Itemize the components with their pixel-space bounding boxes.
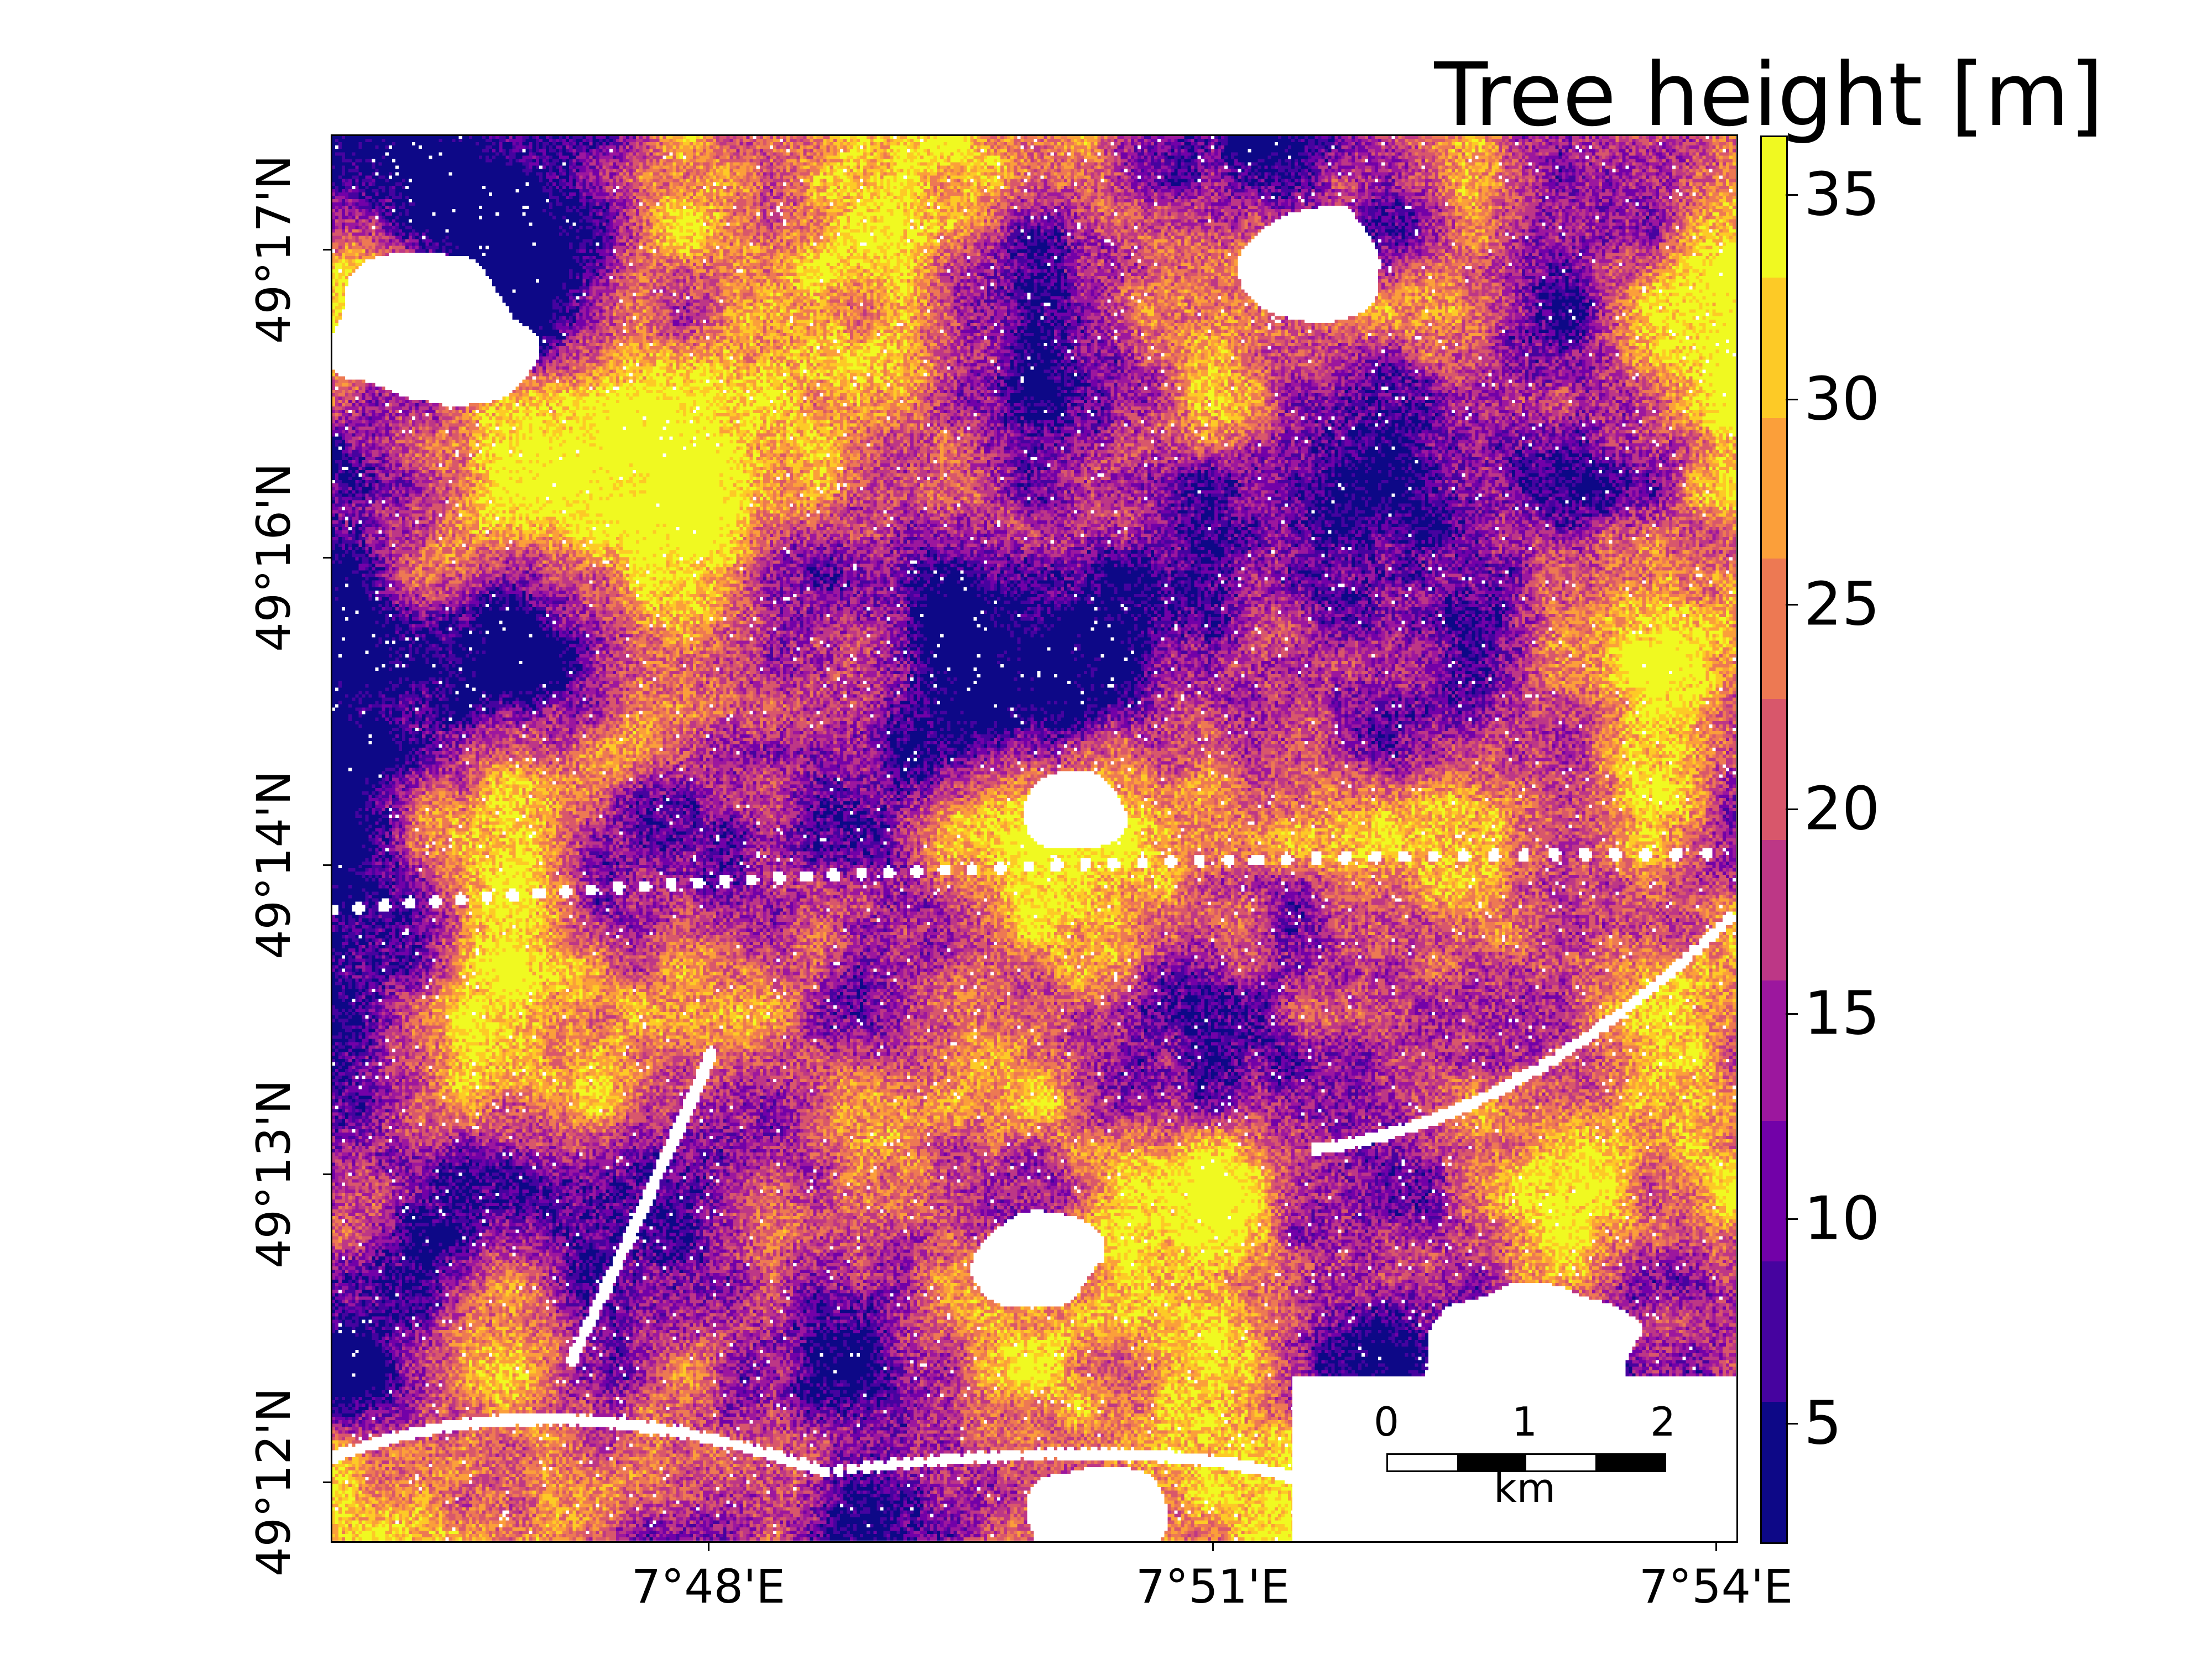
colorbar-tick-label: 35 [1804,160,1880,229]
colorbar-tick [1786,1013,1798,1015]
colorbar-bin [1762,1401,1786,1542]
y-tick [323,864,332,866]
scale-bar-segments [1386,1453,1666,1472]
y-tick [323,249,332,251]
colorbar-bin [1762,699,1786,840]
scale-bar-label: 1 [1512,1399,1537,1445]
scale-bar-label: 0 [1374,1399,1399,1445]
scale-segment-black [1457,1455,1526,1470]
colorbar-tick [1786,1423,1798,1425]
colorbar-bin [1762,839,1786,980]
colorbar-tick [1786,603,1798,606]
x-tick-label: 7°54'E [1639,1559,1793,1614]
y-tick [323,557,332,559]
y-tick [323,1173,332,1175]
colorbar-tick [1786,194,1798,196]
colorbar-bin [1762,278,1786,419]
colorbar-tick-label: 30 [1804,364,1880,434]
colorbar-tick-label: 5 [1804,1389,1842,1458]
x-tick [1212,1541,1214,1551]
colorbar-bin [1762,1261,1786,1402]
colorbar-tick-label: 10 [1804,1184,1880,1254]
colorbar-tick [1786,399,1798,401]
y-tick-label: 49°16'N [247,463,301,652]
scale-segment-white [1526,1455,1595,1470]
colorbar [1760,135,1788,1544]
colorbar-bin [1762,137,1786,278]
scale-segment-white [1388,1455,1457,1470]
scale-segment-black [1595,1455,1665,1470]
x-tick [708,1541,709,1551]
scale-bar-unit: km [1494,1465,1556,1511]
y-tick-label: 49°14'N [247,770,301,959]
y-tick-label: 49°12'N [247,1387,301,1577]
x-tick-label: 7°51'E [1135,1559,1290,1614]
x-tick [1715,1541,1717,1551]
scale-bar: 0 1 2 km [1292,1376,1736,1541]
colorbar-bin [1762,559,1786,700]
x-tick-label: 7°48'E [631,1559,786,1614]
colorbar-bin [1762,980,1786,1121]
y-tick-label: 49°13'N [247,1079,301,1269]
colorbar-tick-label: 25 [1804,570,1880,639]
scale-bar-label: 2 [1650,1399,1676,1445]
colorbar-bin [1762,418,1786,559]
colorbar-tick-label: 15 [1804,979,1880,1048]
colorbar-bin [1762,1120,1786,1261]
colorbar-tick-label: 20 [1804,774,1880,844]
y-tick-label: 49°17'N [247,155,301,344]
colorbar-tick [1786,808,1798,810]
tree-height-raster [332,135,1736,1541]
colorbar-title: Tree height [m] [1434,44,2104,146]
y-tick [323,1481,332,1483]
colorbar-tick [1786,1218,1798,1220]
